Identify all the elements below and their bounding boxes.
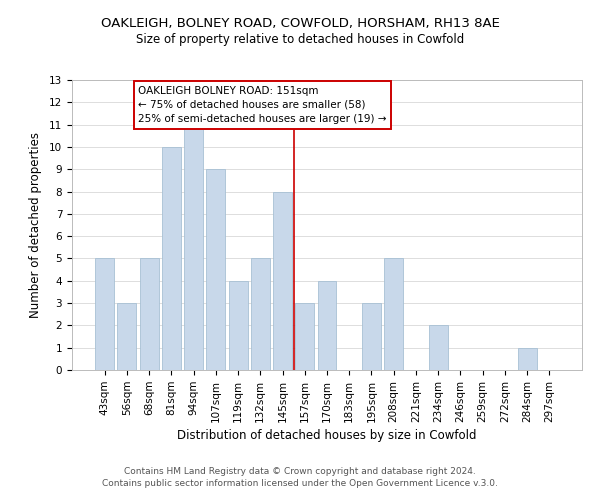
Text: Size of property relative to detached houses in Cowfold: Size of property relative to detached ho…	[136, 32, 464, 46]
Bar	[295, 303, 314, 370]
Bar	[162, 147, 181, 370]
Text: OAKLEIGH, BOLNEY ROAD, COWFOLD, HORSHAM, RH13 8AE: OAKLEIGH, BOLNEY ROAD, COWFOLD, HORSHAM,…	[101, 18, 499, 30]
Bar	[95, 258, 114, 370]
Text: Contains HM Land Registry data © Crown copyright and database right 2024.: Contains HM Land Registry data © Crown c…	[124, 467, 476, 476]
Bar	[518, 348, 536, 370]
Bar	[384, 258, 403, 370]
Bar	[273, 192, 292, 370]
Bar	[140, 258, 158, 370]
Bar	[362, 303, 381, 370]
Y-axis label: Number of detached properties: Number of detached properties	[29, 132, 42, 318]
Bar	[251, 258, 270, 370]
Text: Contains public sector information licensed under the Open Government Licence v.: Contains public sector information licen…	[102, 478, 498, 488]
Bar	[429, 326, 448, 370]
Bar	[118, 303, 136, 370]
Bar	[206, 169, 225, 370]
Bar	[317, 281, 337, 370]
Bar	[184, 124, 203, 370]
Text: OAKLEIGH BOLNEY ROAD: 151sqm
← 75% of detached houses are smaller (58)
25% of se: OAKLEIGH BOLNEY ROAD: 151sqm ← 75% of de…	[138, 86, 386, 124]
Bar	[229, 281, 248, 370]
X-axis label: Distribution of detached houses by size in Cowfold: Distribution of detached houses by size …	[177, 429, 477, 442]
